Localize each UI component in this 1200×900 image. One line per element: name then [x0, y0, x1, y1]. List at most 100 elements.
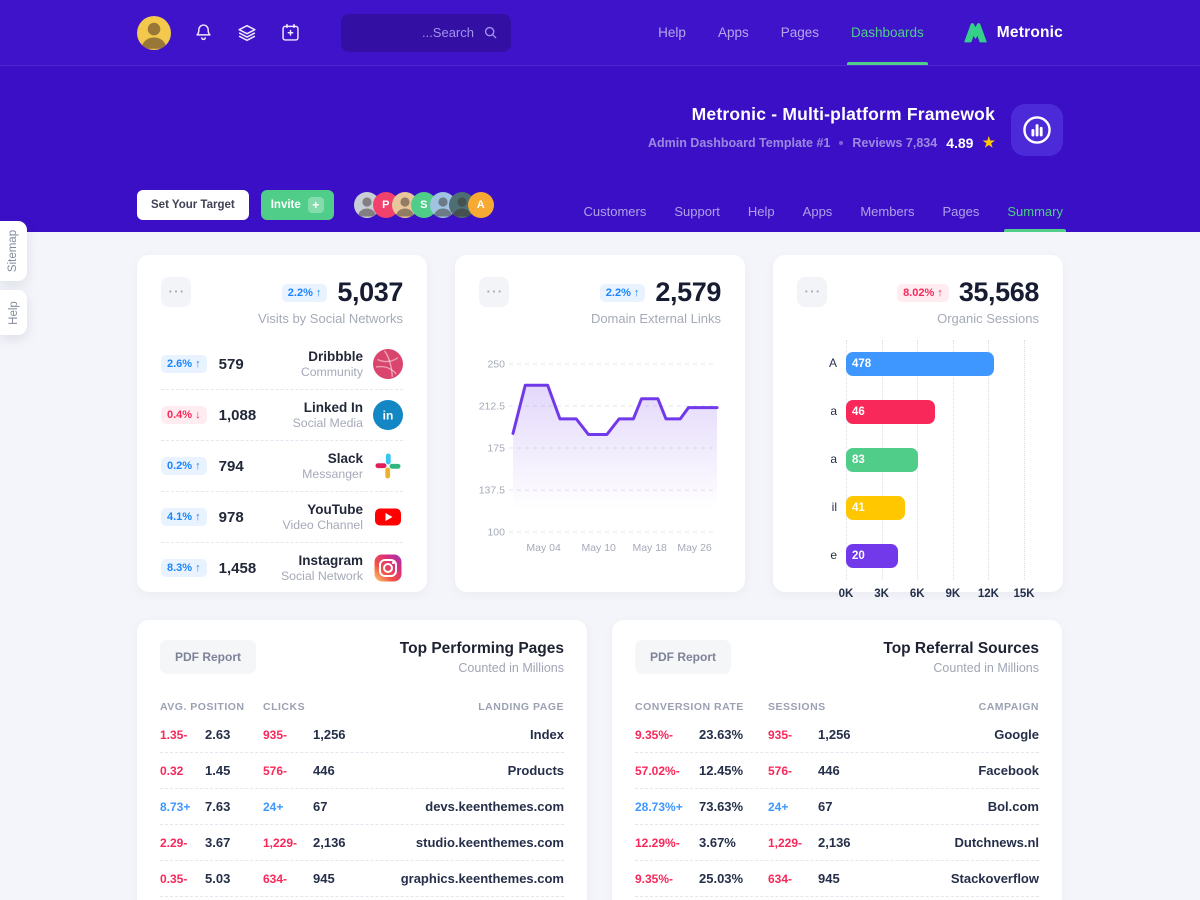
search-placeholder: ...Search — [421, 25, 474, 40]
set-target-button[interactable]: Set Your Target — [137, 190, 249, 220]
svg-text:212.5: 212.5 — [479, 401, 505, 413]
table-row: 9.35%- 25.03% 634- 945 Stackoverflow — [635, 860, 1039, 896]
bar-category-label: e — [830, 548, 837, 562]
table-row: 3.08+2.58408+287Blog — [160, 896, 564, 900]
avatar-silhouette-icon — [140, 22, 168, 49]
chart-circle-icon — [1023, 116, 1051, 144]
table-subtitle: Counted in Millions — [458, 661, 564, 675]
navbar-right: Help Apps Pages Dashboards Metronic — [658, 0, 1063, 65]
table-row: 9.35%- 23.63% 935- 1,256 Google — [635, 717, 1039, 752]
avatar-letter-a[interactable]: A — [467, 192, 494, 218]
invite-button[interactable]: Invite + — [260, 190, 334, 220]
avatar-initial: A — [476, 199, 485, 211]
hero-tab-customers[interactable]: Customers — [583, 204, 647, 219]
table-row: 2.29- 3.67 1,229- 2,136 studio.keenthemes.co… — [160, 824, 564, 860]
nav-item-pages[interactable]: Pages — [780, 25, 819, 40]
youtube-icon — [373, 502, 403, 532]
ellipsis-menu-icon[interactable]: ⋯ — [479, 277, 509, 307]
cell-label: Stackoverflow — [950, 871, 1039, 886]
reviews-label: Reviews 7,834 — [852, 135, 938, 150]
social-row-texts: Linked In Social Media — [293, 400, 363, 430]
nav-item-dashboards[interactable]: Dashboards — [847, 0, 928, 65]
social-row-value: 1,088 — [218, 406, 257, 424]
hero-tab-help[interactable]: Help — [747, 204, 775, 219]
social-row-instagram: 8.3% ↑ 1,458 Instagram Social Network — [161, 542, 403, 593]
social-row-slack: 0.2% ↑ 794 Slack Messanger — [161, 440, 403, 491]
stats-row: ⋯ 2.2% ↑ 5,037 Visits by Social Networks… — [137, 255, 1063, 600]
cell-col1: 9.35%- 23.63% — [635, 727, 768, 742]
table-title-block: Top Performing Pages Counted in Millions — [400, 640, 564, 675]
instagram-icon — [373, 553, 403, 583]
cell-col2: 1,229- 2,136 — [263, 835, 375, 850]
ellipsis-menu-icon[interactable]: ⋯ — [797, 277, 827, 307]
cell-col1: 2.29- 3.67 — [160, 835, 263, 850]
nav-item-help[interactable]: Help — [658, 25, 686, 40]
trend-badge: 0.4% ↓ — [161, 406, 207, 424]
side-tab-sitemap[interactable]: Sitemap — [0, 221, 27, 281]
top-navbar: ...Search Help Apps Pages Dashboards Metron… — [0, 0, 1200, 66]
trend-badge: 2.2% ↑ — [281, 283, 328, 302]
social-row-linkedin: 0.4% ↓ 1,088 Linked In Social Media in — [161, 389, 403, 440]
social-network-type: Social Network — [280, 569, 363, 583]
col-header: CLICKS — [263, 701, 306, 713]
visits-summary: 2.2% ↑ 5,037 Visits by Social Networks — [258, 277, 403, 326]
cell-col1: 0.32 1.45 — [160, 763, 263, 778]
user-avatar[interactable] — [137, 15, 171, 50]
table-title: Top Referral Sources — [883, 640, 1039, 657]
cell-col1: 0.35- 5.03 — [160, 871, 263, 886]
layers-icon[interactable] — [236, 22, 258, 44]
star-icon: ★ — [982, 134, 995, 150]
page-title: Metronic - Multi-platform Framewok — [691, 104, 995, 124]
hero-tab-members[interactable]: Members — [860, 204, 915, 219]
table-column-headers: CONVERSION RATE SESSIONS CAMPAIGN — [635, 701, 1039, 713]
metronic-logo[interactable]: Metronic — [962, 0, 1063, 65]
search-input[interactable]: ...Search — [341, 13, 511, 52]
table-row: 1.35- 2.63 935- 1,256 Index — [160, 717, 564, 752]
navbar-left: ...Search — [137, 0, 511, 65]
bar-2: 83 — [846, 448, 919, 472]
hero-tab-summary[interactable]: Summary — [1004, 204, 1066, 232]
dot-separator — [839, 140, 844, 145]
svg-text:May 18: May 18 — [632, 542, 667, 554]
pdf-report-button[interactable]: PDF Report — [160, 640, 256, 674]
col-header: SESSIONS — [768, 701, 826, 713]
cell-col1: 12.29%- 3.67% — [635, 835, 768, 850]
bell-icon[interactable] — [193, 22, 214, 43]
side-tab-label: Sitemap — [7, 229, 20, 273]
pdf-report-button[interactable]: PDF Report — [635, 640, 731, 674]
table-card-header: PDF Report Top Performing Pages Counted … — [160, 640, 564, 675]
table-title: Top Performing Pages — [399, 640, 564, 657]
cell-label: Dutchnews.nl — [954, 835, 1039, 850]
cell-value: 3.67% — [699, 835, 736, 850]
social-row-stats: 2.6% ↑ 579 — [161, 355, 244, 373]
hero-tab-support[interactable]: Support — [674, 204, 720, 219]
social-network-name: YouTube — [307, 502, 363, 517]
avatar-initial: S — [420, 199, 428, 211]
person-silhouette-icon — [357, 197, 377, 217]
hero-tab-pages[interactable]: Pages — [942, 204, 980, 219]
cell-col2: 634- 945 — [768, 871, 880, 886]
trend-value: 24+ — [768, 799, 789, 814]
social-row-identity: Dribbble Community — [301, 349, 403, 379]
hero-tab-apps[interactable]: Apps — [802, 204, 833, 219]
nav-item-apps[interactable]: Apps — [717, 25, 749, 40]
social-row-identity: Slack Messanger — [302, 451, 403, 481]
cell-label: graphics.keenthemes.com — [400, 871, 564, 886]
social-row-identity: YouTube Video Channel — [283, 502, 403, 532]
table-card-header: PDF Report Top Referral Sources Counted … — [635, 640, 1039, 675]
social-row-identity: Instagram Social Network — [281, 553, 403, 583]
calendar-add-icon[interactable] — [280, 22, 301, 43]
svg-text:250: 250 — [487, 359, 505, 371]
side-tab-help[interactable]: Help — [0, 290, 27, 335]
domain-value: 2,579 — [655, 277, 721, 307]
x-tick-label: 15K — [1013, 588, 1035, 600]
ellipsis-menu-icon[interactable]: ⋯ — [161, 277, 191, 307]
main-nav: Help Apps Pages Dashboards — [658, 0, 928, 65]
metronic-logo-icon — [964, 22, 987, 43]
person-silhouette-icon — [452, 197, 472, 217]
trend-value: 1,229- — [768, 835, 803, 850]
cell-value: 12.45% — [699, 763, 744, 778]
plus-icon: + — [307, 197, 324, 213]
